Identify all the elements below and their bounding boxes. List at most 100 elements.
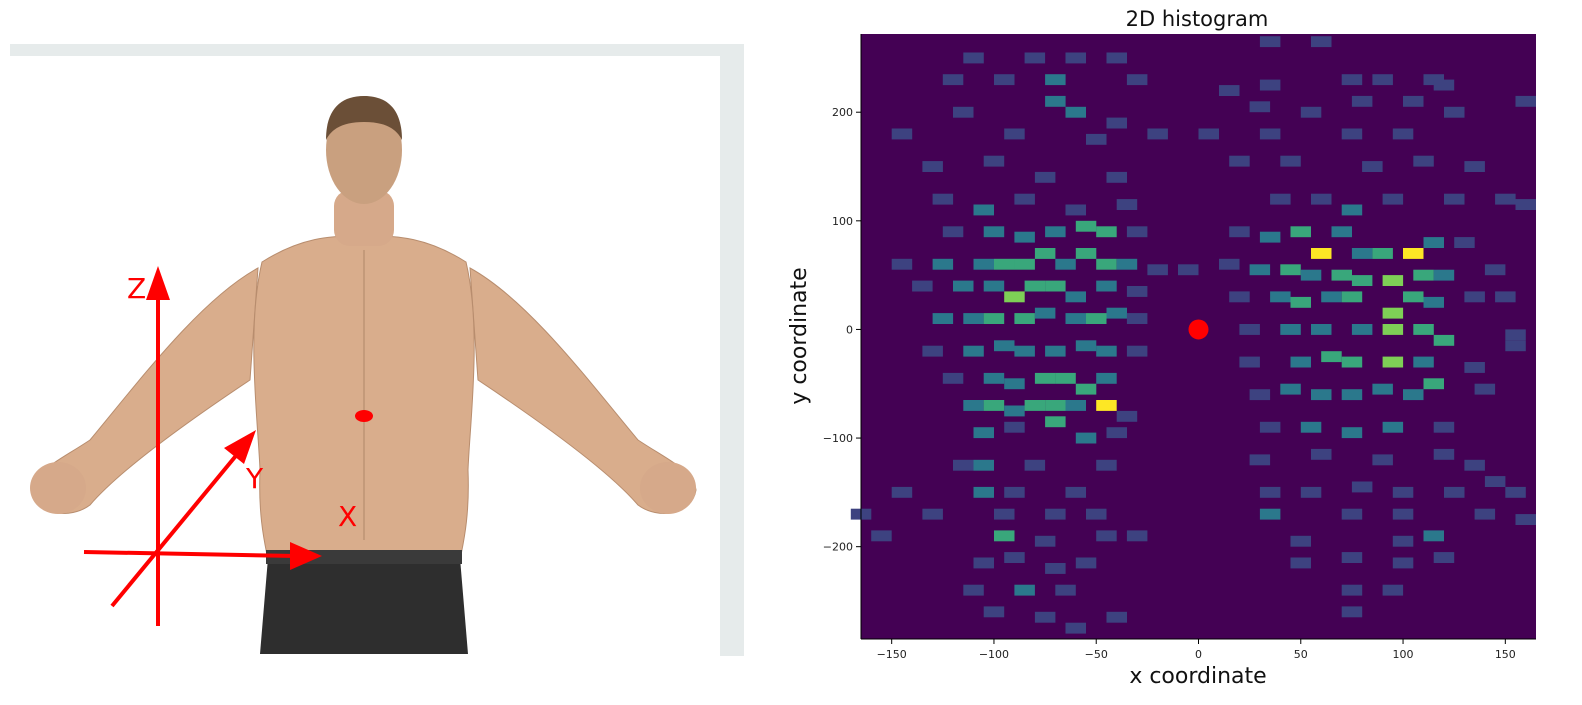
histogram-bin bbox=[1331, 226, 1352, 238]
backdrop-right-bar bbox=[720, 44, 744, 656]
histogram-bin bbox=[1392, 508, 1414, 520]
histogram-bin bbox=[1403, 248, 1424, 259]
x-tick-label: −50 bbox=[1085, 648, 1108, 661]
histogram-bin bbox=[1065, 622, 1086, 634]
histogram-bin bbox=[1372, 383, 1393, 395]
histogram-bin bbox=[973, 486, 994, 498]
histogram-bin bbox=[1014, 193, 1035, 205]
histogram-bin bbox=[983, 313, 1005, 324]
hair bbox=[326, 96, 402, 140]
histogram-bin bbox=[1423, 237, 1444, 248]
histogram-bin bbox=[1464, 459, 1485, 471]
histogram-bin bbox=[1474, 383, 1496, 395]
histogram-bin bbox=[1515, 514, 1536, 525]
histogram-bin bbox=[1126, 345, 1148, 357]
x-tick-label: 0 bbox=[1195, 648, 1202, 661]
histogram-bin bbox=[1034, 307, 1056, 319]
x-tick-label: −150 bbox=[877, 648, 907, 661]
histogram-bin bbox=[963, 584, 984, 596]
histogram-bin bbox=[1106, 611, 1127, 623]
histogram-bin bbox=[1045, 95, 1066, 107]
histogram-bin bbox=[1423, 530, 1444, 542]
x-tick-label: 100 bbox=[1393, 648, 1414, 661]
histogram-bin bbox=[1423, 378, 1444, 390]
histogram-bin bbox=[1341, 427, 1363, 439]
histogram-bin bbox=[1065, 400, 1086, 411]
histogram-bin bbox=[1116, 410, 1138, 422]
histogram-bin bbox=[983, 372, 1005, 384]
histogram-bin bbox=[1014, 313, 1035, 324]
histogram-bin bbox=[1014, 345, 1035, 357]
histogram-bin bbox=[1096, 400, 1117, 411]
histogram-bin bbox=[1096, 345, 1117, 357]
histogram-bin bbox=[1055, 584, 1076, 596]
histogram-bin bbox=[1413, 324, 1434, 335]
histogram-bin bbox=[1259, 421, 1281, 433]
y-axis-label: Y bbox=[245, 462, 264, 495]
histogram-bin bbox=[1075, 557, 1097, 569]
histogram-bin bbox=[1280, 324, 1301, 335]
histogram-bin bbox=[1259, 128, 1281, 140]
histogram-bin bbox=[1341, 584, 1363, 596]
histogram-bin bbox=[1311, 324, 1332, 335]
y-tick-label: 200 bbox=[832, 106, 853, 119]
x-tick-label: 50 bbox=[1294, 648, 1308, 661]
histogram-bin bbox=[1249, 101, 1271, 113]
histogram-bin bbox=[1065, 291, 1086, 303]
histogram-bin bbox=[1024, 280, 1046, 292]
histogram-bin bbox=[932, 258, 954, 270]
histogram-bin bbox=[1024, 52, 1046, 64]
z-axis-label: Z bbox=[127, 272, 146, 305]
histogram-bin bbox=[1413, 269, 1434, 281]
histogram-bin bbox=[1065, 486, 1086, 498]
histogram-bin bbox=[1106, 117, 1127, 129]
y-axis-arrowhead bbox=[224, 430, 256, 464]
histogram-bin bbox=[963, 52, 984, 64]
histogram-bin bbox=[1075, 220, 1097, 232]
histogram-bin bbox=[1454, 237, 1475, 248]
histogram-bin bbox=[1280, 383, 1301, 395]
histogram-bin bbox=[973, 427, 994, 439]
histogram-bin bbox=[963, 345, 984, 357]
histogram-bin bbox=[1311, 193, 1332, 205]
histogram-bin bbox=[1382, 356, 1404, 368]
histogram-bin bbox=[1004, 552, 1025, 563]
histogram-bin bbox=[1126, 226, 1148, 238]
histogram-bin bbox=[983, 606, 1005, 618]
histogram-bin bbox=[1300, 421, 1322, 433]
histogram-bin bbox=[1321, 291, 1342, 303]
histogram-bin bbox=[1004, 421, 1025, 433]
histogram-bin bbox=[1464, 161, 1485, 172]
histogram-bin bbox=[1259, 508, 1281, 520]
histogram-bin bbox=[1444, 193, 1465, 205]
histogram-bin bbox=[1219, 85, 1240, 96]
histogram-bin bbox=[1372, 74, 1393, 86]
histogram-bin bbox=[1014, 231, 1035, 243]
histogram-bin bbox=[1484, 264, 1506, 276]
histogram-bin bbox=[922, 161, 943, 172]
histogram-bin bbox=[922, 345, 943, 357]
histogram-bin bbox=[1331, 269, 1352, 281]
x-axis-label: X bbox=[338, 500, 357, 533]
histogram-bin bbox=[1505, 486, 1526, 498]
histogram-bin bbox=[1004, 128, 1025, 140]
human-back-figure bbox=[30, 96, 697, 654]
histogram-bin bbox=[994, 508, 1015, 520]
histogram-bin bbox=[983, 226, 1005, 238]
histogram-bin bbox=[1086, 133, 1107, 145]
histogram-bin bbox=[1382, 421, 1404, 433]
histogram-bin bbox=[994, 74, 1015, 86]
histogram-bin bbox=[1034, 611, 1056, 623]
histogram-bin bbox=[1290, 226, 1311, 238]
histogram-bin bbox=[1259, 36, 1281, 48]
histogram-bin bbox=[1392, 535, 1414, 547]
histogram-bin bbox=[1249, 389, 1271, 401]
histogram-bin bbox=[1290, 296, 1311, 308]
histogram-bin bbox=[1126, 530, 1148, 542]
histogram-bin bbox=[1392, 557, 1414, 569]
coordinate-axes: Z Y X bbox=[83, 266, 357, 626]
y-tick-label: −100 bbox=[823, 432, 853, 445]
histogram-bin bbox=[1495, 291, 1516, 303]
histogram-bin bbox=[1321, 351, 1342, 363]
histogram-bin bbox=[1392, 486, 1414, 498]
